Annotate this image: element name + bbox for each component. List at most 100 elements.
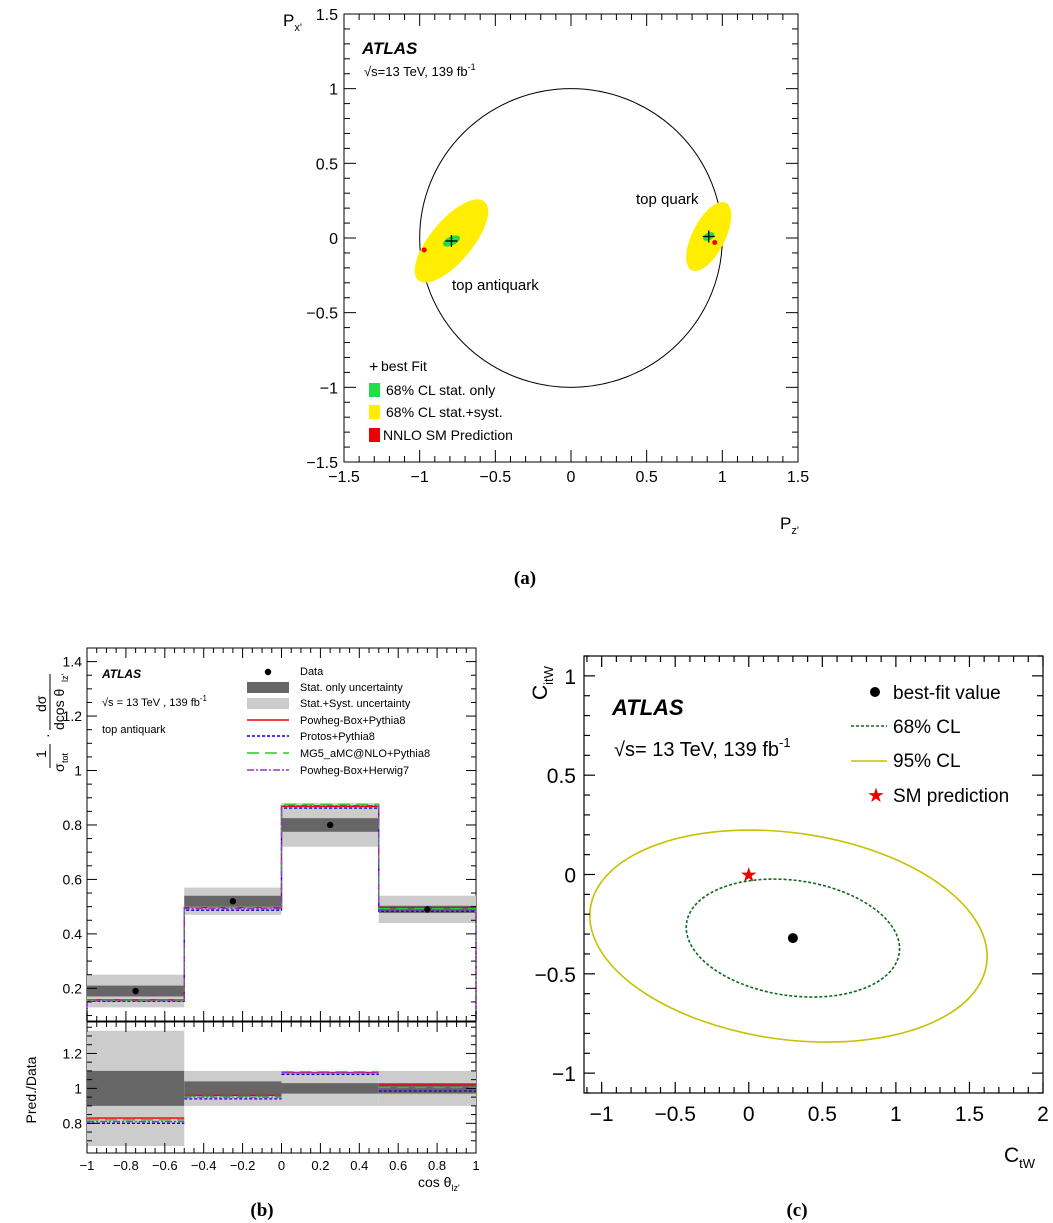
x-tick-label: 1.5 [955, 1103, 984, 1126]
ratio-y-tick-label: 0.8 [63, 1115, 83, 1131]
y-tick-label: 0.5 [316, 156, 338, 173]
ratio-stat-band [281, 1083, 379, 1094]
x-tick-label: −1 [590, 1103, 614, 1126]
legend-stat-swatch [369, 383, 380, 397]
legend-best-fit-label: best Fit [381, 358, 427, 374]
panel-b-ratio-y-axis-label: Pred./Data [23, 1056, 39, 1123]
svg-text:tot: tot [60, 752, 70, 763]
svg-text:dcos θ: dcos θ [51, 689, 67, 730]
panel-c-ticks: −1 −0.5 0 0.5 1 1.5 2 −1 −0.5 0 0.5 1 [535, 655, 1049, 1126]
legend-68cl-label: 68% CL [893, 717, 961, 738]
panel-b-ticks: −1 −0.8 −0.6 −0.4 −0.2 0 0.2 0.4 0.6 0.8 1 0.2 0.4 0.… [63, 647, 480, 1173]
legend-syst-label: 68% CL stat.+syst. [386, 404, 503, 420]
x-tick-label: 0.2 [311, 1158, 329, 1173]
svg-text:dσ: dσ [33, 695, 49, 712]
y-tick-label: −0.5 [306, 306, 338, 323]
cl95-contour [589, 829, 988, 1043]
ratio-y-tick-label: 1 [74, 1080, 82, 1096]
panel-b: −1 −0.8 −0.6 −0.4 −0.2 0 0.2 0.4 0.6 0.8 1 0.2 0.4 0.… [23, 647, 480, 1193]
x-tick-label: 0.8 [428, 1158, 446, 1173]
panel-b-y-axis-label: 1 σ tot · dσ dcos θ lz' [33, 674, 70, 772]
legend-powheg-pythia-label: Powheg-Box+Pythia8 [300, 715, 405, 727]
caption-b: (b) [250, 1200, 273, 1221]
x-tick-label: 2 [1037, 1103, 1049, 1126]
panel-c-legend: best-fit value 68% CL 95% CL ★ SM predic… [851, 683, 1009, 807]
panel-b-ratio-plot [87, 1030, 476, 1147]
legend-mg5-label: MG5_aMC@NLO+Pythia8 [300, 748, 430, 760]
y-tick-label: 1.2 [63, 708, 83, 724]
y-tick-label: −0.5 [535, 964, 576, 987]
panel-a-atlas-label: ATLAS [361, 39, 418, 58]
caption-c: (c) [786, 1200, 807, 1221]
y-tick-label: −1.5 [306, 455, 338, 472]
x-tick-label: −0.5 [480, 469, 512, 486]
ratio-stat-band [378, 1083, 476, 1094]
panel-a: −1.5−1.5 −1 −1 −0.5 −0.5 0 0 0.5 0.5 1 1 1.5 1.5 ATL… [283, 7, 809, 537]
panel-b-main-plot [86, 803, 477, 1021]
panel-c-frame [583, 655, 1044, 1094]
svg-text:σ: σ [51, 763, 67, 772]
panel-a-y-axis-label: Px' [283, 11, 302, 34]
x-tick-label: −0.4 [191, 1158, 217, 1173]
model-herwig-ratio-line [87, 1072, 476, 1123]
panel-a-annotation-top-quark: top quark [636, 191, 699, 208]
legend-best-fit-label: best-fit value [893, 683, 1001, 704]
panel-a-legend: + best Fit 68% CL stat. only 68% CL stat… [369, 358, 513, 443]
y-tick-label: 0 [564, 865, 576, 888]
y-tick-label: 1 [329, 82, 338, 99]
x-tick-label: −1 [80, 1158, 95, 1173]
panel-c-lumi-label: √s= 13 TeV, 139 fb-1 [614, 735, 791, 761]
x-tick-label: 1 [472, 1158, 479, 1173]
y-tick-label: 0.5 [547, 765, 576, 788]
x-tick-label: −0.8 [113, 1158, 139, 1173]
y-tick-label: 1.5 [316, 7, 338, 24]
panel-c-x-axis-label: CtW [1004, 1144, 1036, 1171]
y-tick-label: 0.8 [63, 817, 83, 833]
panel-c-y-axis-label: CitW [529, 665, 556, 700]
panel-a-x-axis-label: Pz' [780, 514, 799, 537]
legend-syst-swatch [369, 405, 380, 419]
y-tick-label: 1 [74, 763, 82, 779]
panel-b-legend: Data Stat. only uncertainty Stat.+Syst. … [247, 666, 430, 777]
panel-c: ★ −1 −0.5 0 0.5 1 1.5 2 −1 −0.5 0 0.5 1 ATLAS √s= 1… [529, 655, 1049, 1171]
y-tick-label: 1 [564, 666, 576, 689]
ratio-stat-band [87, 1070, 185, 1106]
legend-stat-swatch [247, 682, 289, 693]
cl68-contour [685, 878, 901, 998]
x-tick-label: 1.5 [787, 469, 809, 486]
panel-b-x-axis-label: cos θlz' [418, 1174, 460, 1193]
ratio-y-tick-label: 1.2 [63, 1045, 83, 1061]
panel-a-annotation-top-antiquark: top antiquark [452, 277, 539, 294]
legend-best-fit-marker [870, 687, 880, 697]
x-tick-label: 1 [890, 1103, 902, 1126]
panel-c-atlas-label: ATLAS [611, 695, 684, 720]
legend-data-marker [264, 668, 272, 676]
y-tick-label: 0.6 [63, 871, 83, 887]
legend-sm-swatch [369, 428, 380, 442]
data-point [229, 898, 237, 905]
legend-protos-label: Protos+Pythia8 [300, 731, 375, 743]
y-tick-label: 0 [329, 231, 338, 248]
panel-c-plot-area: ★ [589, 829, 988, 1043]
y-tick-label: −1 [552, 1063, 576, 1086]
model-powheg-pythia-ratio-line [87, 1072, 476, 1119]
y-tick-label: −1 [320, 380, 338, 397]
legend-syst-swatch [247, 698, 289, 709]
x-tick-label: 0.5 [808, 1103, 837, 1126]
x-tick-label: −1 [411, 469, 429, 486]
data-point [326, 821, 334, 829]
x-tick-label: 0.6 [389, 1158, 407, 1173]
svg-text:lz': lz' [60, 674, 70, 682]
legend-stat-label: Stat. only uncertainty [300, 682, 403, 694]
x-tick-label: 0.4 [350, 1158, 368, 1173]
x-tick-label: −0.2 [230, 1158, 256, 1173]
x-tick-label: 0 [278, 1158, 285, 1173]
legend-best-fit-marker: + [369, 359, 378, 376]
svg-text:·: · [39, 733, 55, 738]
top-antiquark-sm-point [421, 247, 427, 253]
legend-herwig-label: Powheg-Box+Herwig7 [300, 765, 409, 777]
legend-stat-label: 68% CL stat. only [386, 382, 495, 398]
panel-a-ticks: −1.5−1.5 −1 −1 −0.5 −0.5 0 0 0.5 0.5 1 1 1.5 1.5 [306, 7, 809, 486]
svg-text:1: 1 [33, 750, 49, 758]
panel-b-sample-label: top antiquark [102, 724, 166, 736]
